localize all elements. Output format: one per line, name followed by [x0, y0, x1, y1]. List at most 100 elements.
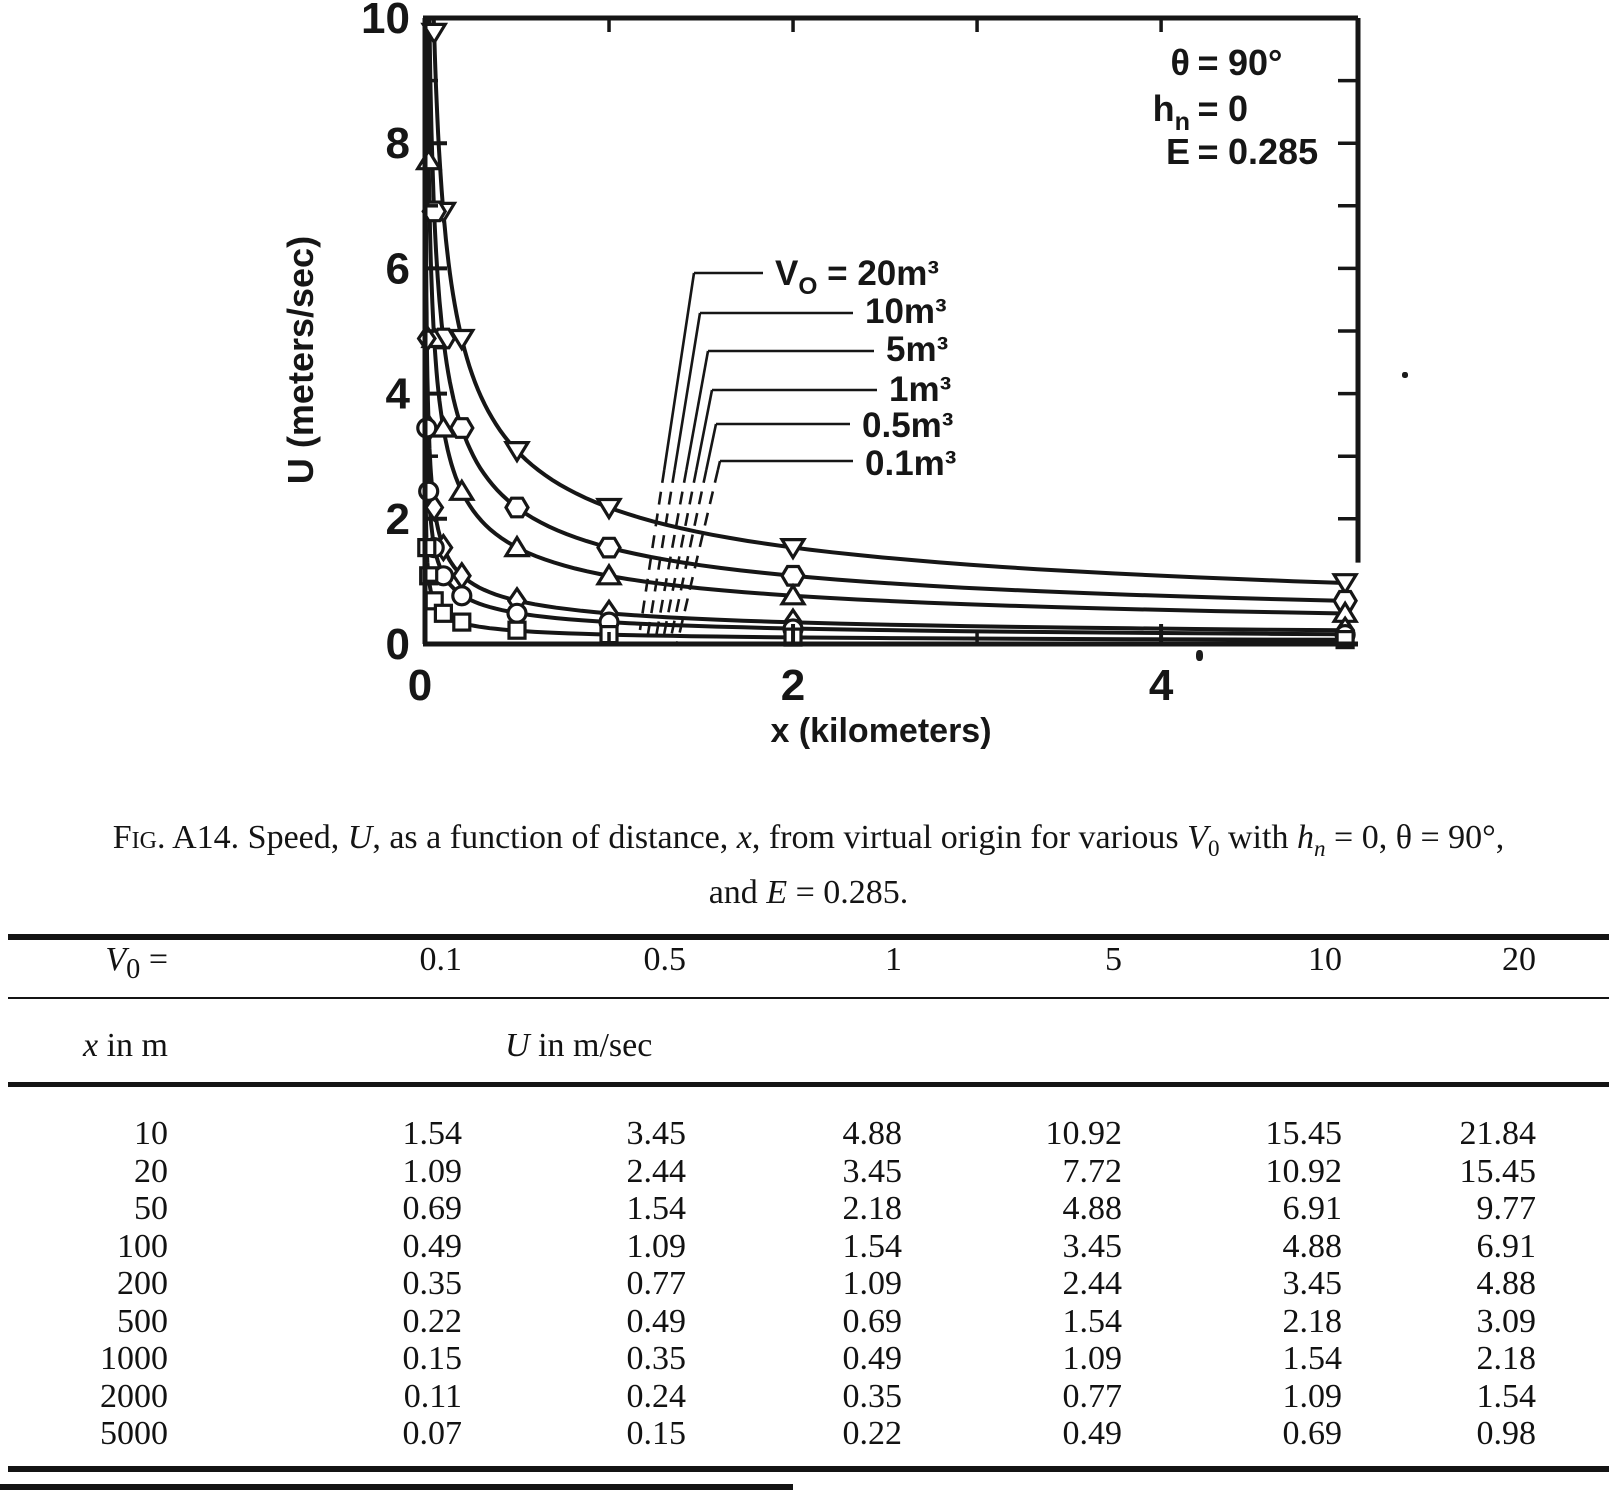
- text-segment: 0.1m³: [865, 444, 956, 483]
- legend-label: VO = 20m³: [775, 254, 939, 300]
- table-cell-u-value: 0.77: [626, 1265, 687, 1302]
- table-cell-u-value: 15.45: [1265, 1115, 1343, 1152]
- table-cell-u-value: 2.44: [626, 1152, 687, 1190]
- x-tick-label: 4: [1149, 661, 1174, 710]
- legend-leader-line: [661, 469, 698, 641]
- table-header-value: 5: [1105, 941, 1122, 978]
- table-cell-u-value: 1.54: [1476, 1377, 1537, 1415]
- text-segment: =: [140, 941, 168, 978]
- table-row-x-value: 5000: [100, 1415, 168, 1452]
- legend-leader-line: [675, 469, 720, 645]
- table-cell-u-value: 0.69: [402, 1190, 463, 1227]
- table-cell-u-value: 3.45: [1062, 1227, 1123, 1265]
- table-cell-u-value: 4.88: [1282, 1227, 1343, 1265]
- marker-triangle-up: [779, 582, 807, 606]
- table-cell-u-value: 0.11: [403, 1377, 462, 1415]
- table-cell-u-value: 0.69: [842, 1302, 903, 1340]
- table-cell-u-value: 1.54: [842, 1227, 903, 1265]
- marker-hexagon: [596, 536, 622, 559]
- y-tick-label: 0: [386, 620, 410, 669]
- table-row-x-value: 20: [134, 1152, 168, 1190]
- marker-triangle-down: [1331, 573, 1359, 596]
- text-segment: in m/sec: [529, 1027, 653, 1064]
- marker-triangle-up: [595, 562, 623, 586]
- parameter-annotation: θ = 90°hn = 0E = 0.285: [1153, 42, 1318, 172]
- annotation-equals: =: [1197, 88, 1218, 129]
- table-cell-u-value: 1.54: [1062, 1302, 1123, 1340]
- table-cell-u-value: 10.92: [1045, 1115, 1123, 1152]
- marker-circle: [418, 480, 440, 502]
- text-segment: , from virtual origin for various: [751, 819, 1188, 856]
- table-cell-u-value: 0.49: [402, 1227, 463, 1265]
- annotation-value: 90°: [1228, 42, 1282, 83]
- text-segment: with: [1219, 819, 1297, 856]
- table-cell-u-value: 0.98: [1476, 1415, 1537, 1452]
- text-segment: 20m³: [857, 254, 939, 293]
- marker-triangle-down: [447, 328, 476, 352]
- y-tick-label: 6: [386, 244, 410, 293]
- legend-leader-line: [716, 460, 722, 471]
- table-cell-u-value: 0.49: [1062, 1415, 1123, 1452]
- marker-hexagon: [504, 496, 530, 519]
- figure-caption: Fig. A14. Speed, U, as a function of dis…: [0, 816, 1617, 914]
- text-segment: n: [1313, 835, 1326, 862]
- x-tick-label: 2: [781, 661, 805, 710]
- table-cell-u-value: 3.09: [1476, 1302, 1537, 1340]
- text-segment: V: [775, 254, 799, 293]
- table-cell-u-value: 21.84: [1459, 1115, 1537, 1152]
- legend-leader-line: [685, 350, 710, 471]
- text-segment: = 0, θ = 90°,: [1325, 819, 1505, 856]
- table-cell-u-value: 0.07: [402, 1415, 463, 1452]
- table-cell-u-value: 0.35: [842, 1377, 903, 1415]
- marker-triangle-up: [503, 534, 531, 558]
- text-segment: , as a function of distance,: [372, 819, 737, 856]
- text-segment: x: [736, 819, 752, 856]
- marker-square: [507, 620, 527, 640]
- table-cell-u-value: 7.72: [1062, 1152, 1123, 1190]
- table-header-v0: V0 =: [60, 941, 168, 985]
- table-cell-u-value: 4.88: [842, 1115, 903, 1152]
- table-row-x-value: 200: [117, 1265, 168, 1302]
- y-axis-title: U (meters/sec): [280, 236, 321, 484]
- table-rule-top: [8, 934, 1609, 940]
- x-tick-label: 0: [408, 661, 432, 710]
- table-cell-u-value: 0.22: [402, 1302, 463, 1340]
- annotation-equals: =: [1197, 131, 1218, 172]
- table-cell-u-value: 1.09: [1062, 1340, 1123, 1377]
- table-cell-u-value: 9.77: [1476, 1190, 1537, 1227]
- legend-label: 0.5m³: [862, 406, 953, 445]
- table-cell-u-value: 1.54: [1282, 1340, 1343, 1377]
- text-segment: E: [1166, 131, 1190, 172]
- table-cell-u-value: 10.92: [1265, 1152, 1343, 1190]
- table-cell-u-value: 0.77: [1062, 1377, 1123, 1415]
- table-row-x-value: 10: [134, 1115, 168, 1152]
- table-header-value: 1: [885, 941, 902, 978]
- bottom-partial-rule: [0, 1484, 793, 1490]
- annotation-symbol: θ: [1171, 42, 1190, 83]
- text-segment: θ: [1171, 42, 1190, 83]
- marker-triangle-up: [414, 147, 443, 171]
- table-row-x-value: 100: [117, 1227, 168, 1265]
- table-cell-u-value: 0.69: [1282, 1415, 1343, 1452]
- legend-label: 5m³: [886, 330, 948, 369]
- y-tick-label: 8: [386, 119, 410, 168]
- table-cell-u-value: 15.45: [1459, 1152, 1537, 1190]
- legend-label: 10m³: [865, 292, 947, 331]
- table-cell-u-value: 2.18: [1476, 1340, 1537, 1377]
- marker-square: [452, 612, 472, 632]
- series-curve-1m3: [423, 170, 1346, 633]
- text-segment: and: [708, 873, 767, 911]
- scan-speck: [1402, 372, 1408, 378]
- table-cell-u-value: 2.18: [1282, 1302, 1343, 1340]
- legend-leader-line: [646, 469, 676, 635]
- text-segment: in m: [98, 1027, 168, 1064]
- legend-leader-line: [638, 469, 666, 631]
- table-cell-u-value: 0.22: [842, 1415, 903, 1452]
- table-cell-u-value: 6.91: [1476, 1227, 1537, 1265]
- text-segment: 0: [1207, 835, 1220, 862]
- legend-leader-line: [705, 423, 718, 471]
- legend-label: 1m³: [889, 370, 951, 409]
- marker-square: [433, 603, 453, 623]
